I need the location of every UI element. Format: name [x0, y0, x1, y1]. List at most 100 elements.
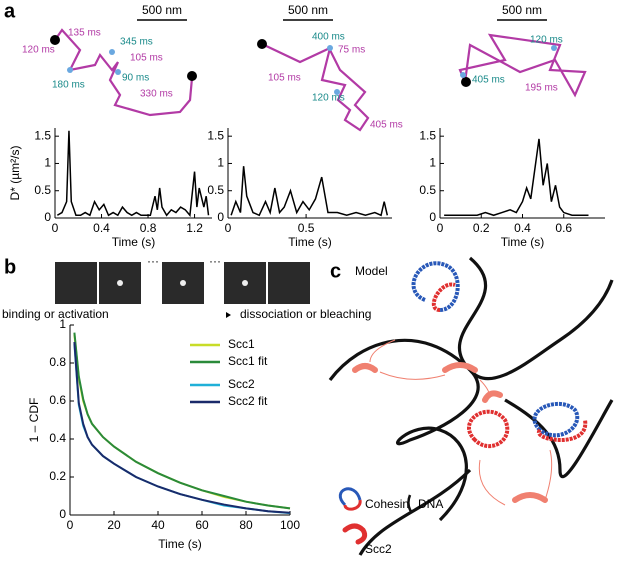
- time-label: 120 ms: [22, 45, 55, 56]
- x-tick-label: 0: [67, 518, 74, 532]
- y-tick-label: 1: [59, 317, 66, 331]
- y-tick-label: 0: [429, 210, 436, 224]
- dwell-spot: [327, 45, 333, 51]
- trajectory-2: 500 nm 400 ms 75 ms 105 ms 120 ms 405 ms: [257, 3, 403, 132]
- endpoint: [461, 77, 471, 87]
- data-line: [56, 130, 210, 218]
- model-title: Model: [355, 264, 388, 278]
- time-label: 405 ms: [370, 120, 403, 131]
- x-tick-label: 80: [239, 518, 253, 532]
- cohesin: [536, 419, 588, 442]
- x-tick-label: 0.4: [514, 221, 531, 235]
- arrow: [226, 312, 231, 318]
- x-tick-label: 0: [52, 221, 59, 235]
- time-label: 400 ms: [312, 32, 345, 43]
- endpoint: [257, 39, 267, 49]
- panel-label: b: [4, 256, 16, 278]
- x-tick-label: 60: [195, 518, 209, 532]
- strip-label: binding or activation: [2, 307, 109, 321]
- cohesin: [467, 409, 510, 448]
- dwell-spot: [334, 89, 340, 95]
- y-tick-label: 0: [44, 210, 51, 224]
- panel-label: a: [4, 0, 16, 22]
- data-line: [73, 342, 291, 514]
- x-tick-label: 0: [225, 221, 232, 235]
- y-axis-label: D* (µm²/s): [8, 146, 22, 201]
- dna: [457, 256, 614, 381]
- spot: [180, 280, 186, 286]
- x-axis-label: Time (s): [288, 235, 332, 249]
- legend-text: Scc2: [365, 542, 392, 556]
- x-tick-label: 40: [151, 518, 165, 532]
- x-axis-label: Time (s): [158, 537, 202, 551]
- x-axis-label: Time (s): [112, 235, 156, 249]
- time-label: 405 ms: [472, 75, 505, 86]
- spot: [242, 280, 248, 286]
- y-tick-label: 0.5: [34, 183, 51, 197]
- x-axis-label: Time (s): [501, 235, 545, 249]
- model: Model Cohesin DNA Scc2: [328, 256, 614, 556]
- ellipsis: ···: [209, 254, 221, 268]
- y-tick-label: 0: [217, 210, 224, 224]
- legend-label: Scc2 fit: [228, 394, 268, 408]
- legend-label: Scc1: [228, 337, 255, 351]
- time-label: 75 ms: [338, 45, 365, 56]
- x-tick-label: 0.6: [555, 221, 572, 235]
- data-line: [230, 166, 389, 217]
- scale-label: 500 nm: [502, 3, 542, 17]
- scc2: [352, 362, 548, 503]
- y-tick-label: 0.2: [49, 469, 66, 483]
- trajectory-path: [458, 33, 587, 98]
- strip-label: dissociation or bleaching: [240, 307, 371, 321]
- time-label: 180 ms: [52, 80, 85, 91]
- y-tick-label: 0.5: [419, 183, 436, 197]
- image-strip: ··· ··· binding or activation dissociati…: [2, 254, 371, 321]
- cohesin: [532, 401, 580, 438]
- legend-dna: [407, 494, 414, 514]
- legend-label: Scc2: [228, 377, 255, 391]
- data-line: [73, 332, 291, 510]
- panel-label: c: [330, 260, 341, 282]
- time-label: 135 ms: [68, 28, 101, 39]
- endpoint: [50, 35, 60, 45]
- y-tick-label: 1.5: [207, 128, 224, 142]
- legend-text: DNA: [418, 497, 443, 511]
- time-label: 90 ms: [122, 73, 149, 84]
- dwell-spot: [460, 72, 466, 78]
- y-tick-label: 1: [217, 156, 224, 170]
- time-label: 120 ms: [530, 35, 563, 46]
- y-tick-label: 0: [59, 507, 66, 521]
- y-tick-label: 1.5: [419, 128, 436, 142]
- cohesin: [411, 261, 460, 312]
- x-tick-label: 0: [437, 221, 444, 235]
- trajectory-path: [261, 43, 370, 132]
- legend-label: Scc1 fit: [228, 354, 268, 368]
- time-label: 330 ms: [140, 89, 173, 100]
- time-label: 120 ms: [312, 93, 345, 104]
- dwell-spot: [115, 69, 121, 75]
- data-line: [444, 138, 589, 217]
- legend-cohesin: [338, 487, 362, 507]
- trajectory-path: [54, 28, 194, 117]
- y-tick-label: 0.8: [49, 355, 66, 369]
- time-label: 105 ms: [130, 53, 163, 64]
- time-label: 195 ms: [525, 83, 558, 94]
- spot: [117, 280, 123, 286]
- dna: [328, 338, 480, 522]
- cohesin: [431, 282, 456, 312]
- y-axis-label: 1 – CDF: [27, 398, 41, 443]
- legend-scc2: [342, 523, 368, 545]
- y-tick-label: 1: [429, 156, 436, 170]
- y-tick-label: 0.5: [207, 183, 224, 197]
- dna: [358, 468, 472, 556]
- x-tick-label: 0.4: [93, 221, 110, 235]
- time-label: 345 ms: [120, 37, 153, 48]
- frame: [55, 262, 97, 304]
- ellipsis: ···: [147, 254, 159, 268]
- trajectory-1: 500 nm 135 ms 120 ms 345 ms 180 ms 105 m…: [22, 3, 197, 117]
- x-tick-label: 0.2: [473, 221, 490, 235]
- x-tick-label: 20: [107, 518, 121, 532]
- dwell-spot: [109, 49, 115, 55]
- y-tick-label: 1.5: [34, 128, 51, 142]
